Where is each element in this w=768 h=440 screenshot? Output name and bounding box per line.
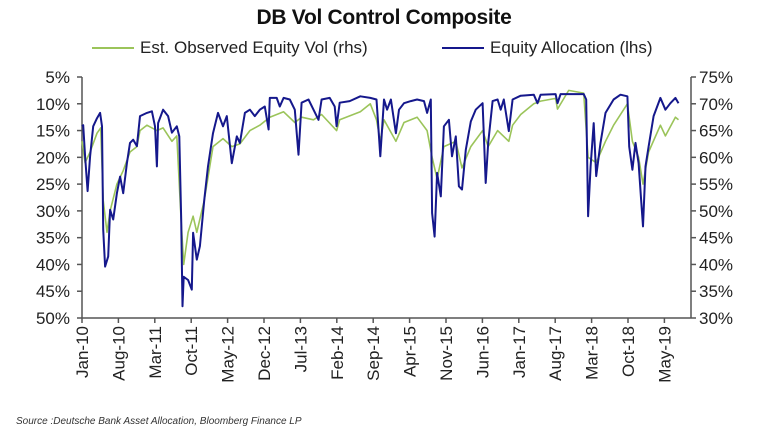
left-tick-label: 35% — [36, 229, 70, 248]
x-tick-label: Aug-17 — [546, 326, 565, 381]
chart-title: DB Vol Control Composite — [256, 6, 512, 29]
x-tick-label: May-12 — [219, 326, 238, 383]
x-tick-label: Jan-17 — [510, 326, 529, 378]
x-tick-label: Mar-18 — [583, 326, 602, 380]
x-tick-label: Jul-13 — [291, 326, 310, 372]
right-tick-label: 35% — [699, 282, 733, 301]
x-tick-label: Feb-14 — [328, 326, 347, 380]
x-tick-label: May-19 — [655, 326, 674, 383]
x-tick-label: Dec-12 — [255, 326, 274, 381]
legend-swatch-blue — [442, 47, 484, 49]
left-tick-label: 5% — [45, 68, 70, 87]
left-tick-label: 20% — [36, 148, 70, 167]
legend-swatch-green — [92, 47, 134, 49]
left-tick-label: 45% — [36, 282, 70, 301]
left-tick-label: 30% — [36, 202, 70, 221]
left-tick-label: 15% — [36, 122, 70, 141]
series-line-est-vol — [81, 89, 680, 266]
left-tick-label: 25% — [36, 175, 70, 194]
legend-item-est-vol: Est. Observed Equity Vol (rhs) — [92, 38, 368, 58]
series-line-equity-allocation — [81, 93, 680, 308]
right-tick-label: 60% — [699, 148, 733, 167]
right-tick-label: 50% — [699, 202, 733, 221]
source-note: Source :Deutsche Bank Asset Allocation, … — [16, 416, 302, 427]
x-tick-label: Mar-11 — [146, 326, 165, 379]
right-tick-label: 55% — [699, 175, 733, 194]
x-tick-label: Oct-18 — [619, 326, 638, 377]
x-tick-label: Nov-15 — [437, 326, 456, 381]
right-tick-label: 70% — [699, 95, 733, 114]
left-tick-label: 40% — [36, 255, 70, 274]
right-tick-label: 45% — [699, 229, 733, 248]
legend-label-equity-allocation: Equity Allocation (lhs) — [490, 38, 653, 57]
x-tick-label: Jun-16 — [473, 326, 492, 378]
right-tick-label: 40% — [699, 255, 733, 274]
x-tick-label: Aug-10 — [109, 326, 128, 381]
x-tick-label: Apr-15 — [401, 326, 420, 377]
left-tick-label: 10% — [36, 95, 70, 114]
legend-label-est-vol: Est. Observed Equity Vol (rhs) — [140, 38, 368, 57]
right-tick-label: 30% — [699, 309, 733, 328]
right-tick-label: 65% — [699, 122, 733, 141]
legend-item-equity-allocation: Equity Allocation (lhs) — [442, 38, 653, 58]
x-tick-label: Jan-10 — [73, 326, 92, 378]
x-tick-label: Sep-14 — [364, 326, 383, 381]
x-tick-label: Oct-11 — [182, 326, 201, 376]
right-tick-label: 75% — [699, 68, 733, 87]
left-tick-label: 50% — [36, 309, 70, 328]
